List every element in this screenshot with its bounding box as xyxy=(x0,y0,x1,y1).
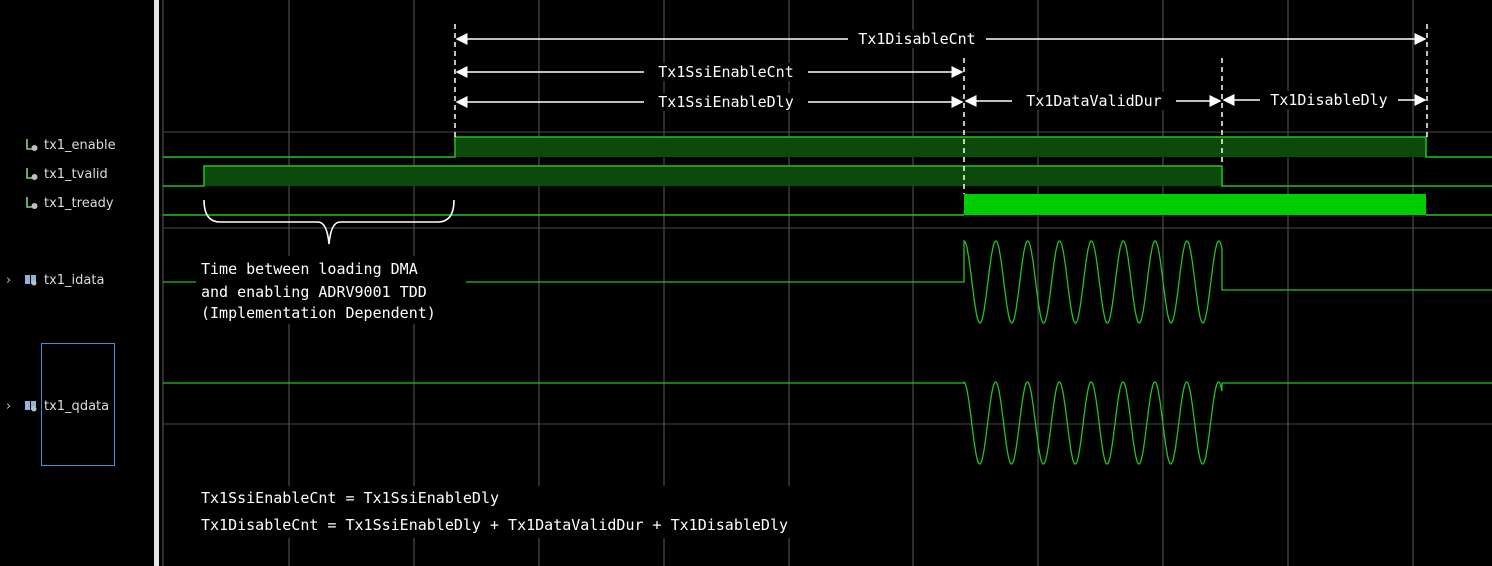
annotation-brace xyxy=(203,199,455,245)
signal-row-tx1-enable[interactable]: tx1_enable xyxy=(0,135,154,155)
equation-2: Tx1DisableCnt = Tx1SsiEnableDly + Tx1Dat… xyxy=(201,516,788,534)
tx1-idata-waveform xyxy=(163,240,1492,324)
bus-signal-icon xyxy=(25,275,37,286)
span-labels: Tx1DisableCnt Tx1SsiEnableCnt Tx1SsiEnab… xyxy=(644,30,1398,111)
signal-name: tx1_tvalid xyxy=(44,166,108,182)
waveform-area[interactable]: Tx1DisableCnt Tx1SsiEnableCnt Tx1SsiEnab… xyxy=(159,0,1492,566)
signal-row-tx1-qdata[interactable]: › tx1_qdata xyxy=(0,396,154,416)
ssi-enable-dly-label: Tx1SsiEnableDly xyxy=(658,93,793,111)
chevron-right-icon[interactable]: › xyxy=(6,272,12,288)
disable-cnt-label: Tx1DisableCnt xyxy=(858,30,975,48)
selection-highlight xyxy=(41,343,115,466)
signal-name-panel: tx1_enable tx1_tvalid tx1_tready › tx1_i… xyxy=(0,0,154,566)
annotation-line-2: and enabling ADRV9001 TDD xyxy=(201,283,427,301)
annotation-text: Time between loading DMA and enabling AD… xyxy=(196,256,466,324)
annotation-line-3: (Implementation Dependent) xyxy=(201,304,436,322)
data-valid-dur-label: Tx1DataValidDur xyxy=(1026,92,1161,110)
signal-name: tx1_tready xyxy=(44,195,114,211)
tx1-enable-waveform xyxy=(163,136,1492,158)
disable-dly-label: Tx1DisableDly xyxy=(1270,91,1387,109)
signal-name: tx1_enable xyxy=(44,137,116,153)
logic-signal-icon xyxy=(26,168,38,180)
logic-signal-icon xyxy=(26,197,38,209)
signal-row-tx1-tready[interactable]: tx1_tready xyxy=(0,193,154,213)
timing-markers xyxy=(454,24,1428,194)
tx1-qdata-waveform xyxy=(163,381,1492,465)
row-separators xyxy=(163,131,1492,425)
signal-row-tx1-idata[interactable]: › tx1_idata xyxy=(0,270,154,290)
panel-splitter[interactable] xyxy=(154,0,159,566)
signal-name: tx1_qdata xyxy=(44,398,110,414)
chevron-right-icon[interactable]: › xyxy=(6,398,12,414)
signal-name: tx1_idata xyxy=(44,272,105,288)
tx1-tready-waveform xyxy=(163,194,1492,216)
annotation-line-1: Time between loading DMA xyxy=(201,260,418,278)
logic-signal-icon xyxy=(26,139,38,151)
bus-signal-icon xyxy=(25,401,37,412)
ssi-enable-cnt-label: Tx1SsiEnableCnt xyxy=(658,63,793,81)
equations: Tx1SsiEnableCnt = Tx1SsiEnableDly Tx1Dis… xyxy=(196,486,856,538)
signal-row-tx1-tvalid[interactable]: tx1_tvalid xyxy=(0,164,154,184)
tx1-tvalid-waveform xyxy=(163,165,1492,187)
equation-1: Tx1SsiEnableCnt = Tx1SsiEnableDly xyxy=(201,489,499,507)
